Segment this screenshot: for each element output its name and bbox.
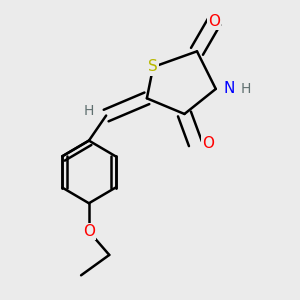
Text: O: O: [202, 136, 214, 151]
Text: O: O: [208, 14, 220, 29]
Text: H: H: [84, 104, 94, 118]
Text: S: S: [148, 59, 158, 74]
Text: O: O: [83, 224, 95, 239]
Text: H: H: [240, 82, 251, 96]
Text: N: N: [223, 81, 235, 96]
